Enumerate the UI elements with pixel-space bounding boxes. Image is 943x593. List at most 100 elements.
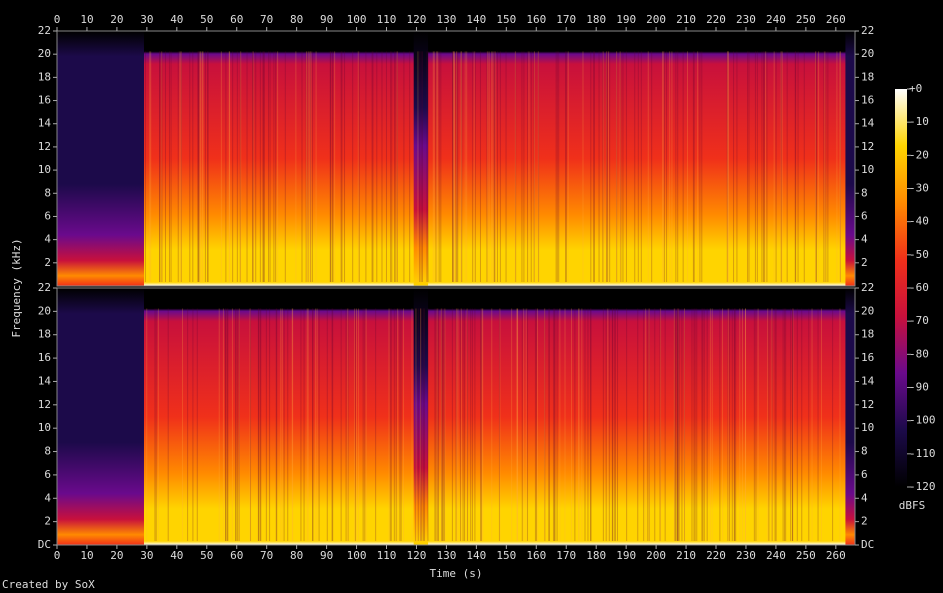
y-tick-label: 2 — [44, 515, 51, 528]
spectrogram-region — [845, 288, 855, 545]
x-tick-label: 60 — [230, 549, 243, 562]
y-tick-label: 4 — [44, 233, 51, 246]
x-tick-label: 170 — [556, 549, 576, 562]
y-tick-label: 10 — [861, 163, 874, 176]
x-tick-label: 140 — [466, 549, 486, 562]
colorbar-tick-label: -10 — [909, 115, 929, 128]
footer: Created by SoX — [2, 578, 95, 591]
colorbar-tick-label: -40 — [909, 215, 929, 228]
y-tick-label: 8 — [861, 445, 868, 458]
colorbar-tick-label: -30 — [909, 182, 929, 195]
y-tick-label: 10 — [38, 163, 51, 176]
colorbar-tick-label: +0 — [909, 82, 922, 95]
x-tick-label: 240 — [766, 13, 786, 26]
x-tick-label: 160 — [526, 13, 546, 26]
colorbar-tick-label: -120 — [909, 480, 936, 493]
x-tick-label: 190 — [616, 13, 636, 26]
y-tick-label: 2 — [861, 256, 868, 269]
x-tick-label: 230 — [736, 549, 756, 562]
spectrogram-region — [57, 288, 144, 545]
spectrogram-region — [413, 31, 429, 286]
y-tick-label: 8 — [44, 445, 51, 458]
x-tick-label: 40 — [170, 549, 183, 562]
y-tick-label: 14 — [861, 374, 875, 387]
x-tick-label: 0 — [54, 549, 61, 562]
spectrogram-region — [57, 31, 144, 286]
y-tick-label: 2 — [44, 256, 51, 269]
x-tick-label: 260 — [826, 549, 846, 562]
x-tick-label: 10 — [80, 13, 93, 26]
y-tick-label: 22 — [861, 24, 874, 37]
x-tick-label: 70 — [260, 13, 273, 26]
x-tick-label: 90 — [320, 549, 333, 562]
y-tick-label: 22 — [38, 24, 51, 37]
y-tick-label: 10 — [38, 421, 51, 434]
y-tick-label: 18 — [861, 70, 874, 83]
y-tick-label: 8 — [861, 186, 868, 199]
y-tick-label: 6 — [44, 468, 51, 481]
x-tick-label: 220 — [706, 13, 726, 26]
x-tick-label: 100 — [347, 13, 367, 26]
plot-frame — [56, 287, 856, 546]
x-tick-label: 250 — [796, 549, 816, 562]
plot-frame — [56, 30, 856, 287]
y-tick-label: 12 — [861, 398, 874, 411]
colorbar-tick-label: -100 — [909, 414, 936, 427]
y-tick-label: 16 — [38, 94, 51, 107]
y-tick-label: 6 — [44, 209, 51, 222]
y-tick-label: 20 — [861, 304, 874, 317]
y-tick-label: DC — [861, 538, 874, 551]
y-tick-label: 10 — [861, 421, 874, 434]
x-tick-label: 240 — [766, 549, 786, 562]
colorbar-tick-label: -50 — [909, 248, 929, 261]
y-tick-label: 8 — [44, 186, 51, 199]
colorbar-tick-label: -60 — [909, 281, 929, 294]
y-tick-label: 14 — [38, 374, 52, 387]
x-tick-label: 60 — [230, 13, 243, 26]
y-tick-label: 4 — [861, 233, 868, 246]
colorbar-tick-label: -70 — [909, 314, 929, 327]
x-tick-label: 150 — [496, 13, 516, 26]
x-tick-label: 140 — [466, 13, 486, 26]
x-tick-label: 190 — [616, 549, 636, 562]
y-tick-label: 12 — [861, 140, 874, 153]
y-tick-label: 4 — [861, 491, 868, 504]
x-tick-label: 230 — [736, 13, 756, 26]
x-tick-label: 30 — [140, 549, 153, 562]
x-tick-label: 0 — [54, 13, 61, 26]
y-tick-label: 12 — [38, 398, 51, 411]
x-tick-label: 130 — [436, 13, 456, 26]
y-tick-label: 18 — [38, 328, 51, 341]
y-tick-label: 6 — [861, 468, 868, 481]
x-tick-label: 160 — [526, 549, 546, 562]
y-tick-label: 20 — [38, 47, 51, 60]
colorbar-label: dBFS — [899, 499, 926, 512]
x-tick-label: 120 — [407, 549, 427, 562]
y-tick-label: 18 — [38, 70, 51, 83]
y-tick-label: 22 — [38, 281, 51, 294]
x-tick-label: 150 — [496, 549, 516, 562]
y-axis-label: Frequency (kHz) — [10, 238, 23, 337]
x-tick-label: 130 — [436, 549, 456, 562]
y-tick-label: 14 — [861, 117, 875, 130]
x-tick-label: 70 — [260, 549, 273, 562]
y-tick-label: 20 — [38, 304, 51, 317]
x-tick-label: 220 — [706, 549, 726, 562]
x-tick-label: 110 — [377, 13, 397, 26]
y-tick-label: 2 — [861, 515, 868, 528]
y-tick-label: 12 — [38, 140, 51, 153]
x-tick-label: 110 — [377, 549, 397, 562]
y-tick-label: 16 — [861, 351, 874, 364]
y-tick-label: 14 — [38, 117, 52, 130]
spectrogram-region — [413, 288, 429, 545]
x-tick-label: 170 — [556, 13, 576, 26]
x-tick-label: 120 — [407, 13, 427, 26]
colorbar-tick-label: -90 — [909, 381, 929, 394]
x-tick-label: 200 — [646, 549, 666, 562]
colorbar — [895, 89, 907, 487]
y-tick-label: 16 — [38, 351, 51, 364]
x-tick-label: 260 — [826, 13, 846, 26]
y-tick-label: 20 — [861, 47, 874, 60]
x-tick-label: 100 — [347, 549, 367, 562]
